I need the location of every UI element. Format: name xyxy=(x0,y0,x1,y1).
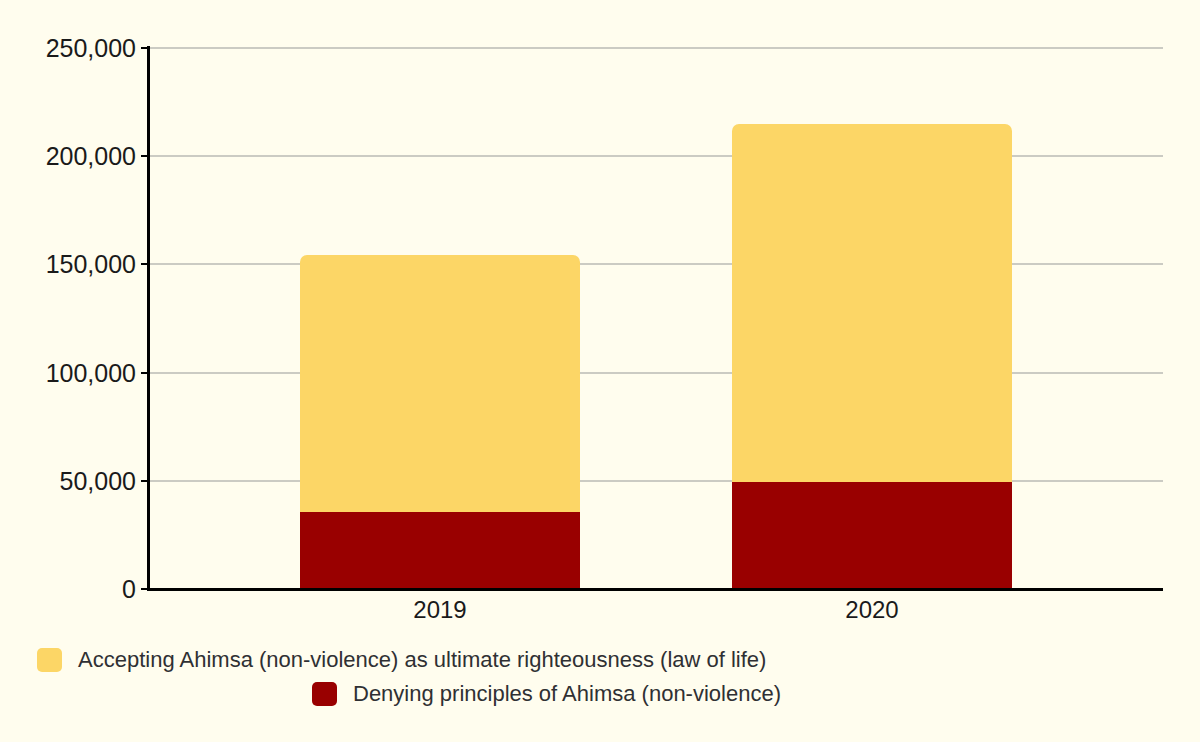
legend-item-denying: Denying principles of Ahimsa (non-violen… xyxy=(312,679,781,709)
y-axis-tick xyxy=(141,263,149,265)
y-tick-label: 0 xyxy=(0,573,136,605)
bar-segment-accepting-2019 xyxy=(300,255,580,513)
x-axis-label-2019: 2019 xyxy=(300,596,580,624)
y-tick-label: 150,000 xyxy=(0,248,136,280)
bar-segment-accepting-2020 xyxy=(732,124,1012,482)
y-axis-tick xyxy=(141,47,149,49)
legend-swatch-accepting xyxy=(37,648,62,672)
y-axis-line xyxy=(147,46,150,591)
y-axis-tick xyxy=(141,372,149,374)
bar-segment-denying-2019 xyxy=(300,512,580,589)
x-axis-line xyxy=(147,588,1163,591)
y-tick-label: 50,000 xyxy=(0,465,136,497)
y-axis-tick xyxy=(141,480,149,482)
x-axis-label-2020: 2020 xyxy=(732,596,1012,624)
legend-label-denying: Denying principles of Ahimsa (non-violen… xyxy=(353,679,781,709)
y-axis-tick xyxy=(141,155,149,157)
stacked-bar-chart: 0 50,000 100,000 150,000 200,000 250,000 2019… xyxy=(0,0,1200,742)
legend-swatch-denying xyxy=(312,682,337,706)
y-tick-label: 100,000 xyxy=(0,357,136,389)
y-tick-label: 250,000 xyxy=(0,32,136,64)
bar-segment-denying-2020 xyxy=(732,482,1012,589)
legend-label-accepting: Accepting Ahimsa (non-violence) as ultim… xyxy=(78,645,766,675)
legend-item-accepting: Accepting Ahimsa (non-violence) as ultim… xyxy=(37,645,766,675)
y-tick-label: 200,000 xyxy=(0,140,136,172)
gridline xyxy=(149,47,1163,49)
y-axis-tick xyxy=(141,588,149,590)
